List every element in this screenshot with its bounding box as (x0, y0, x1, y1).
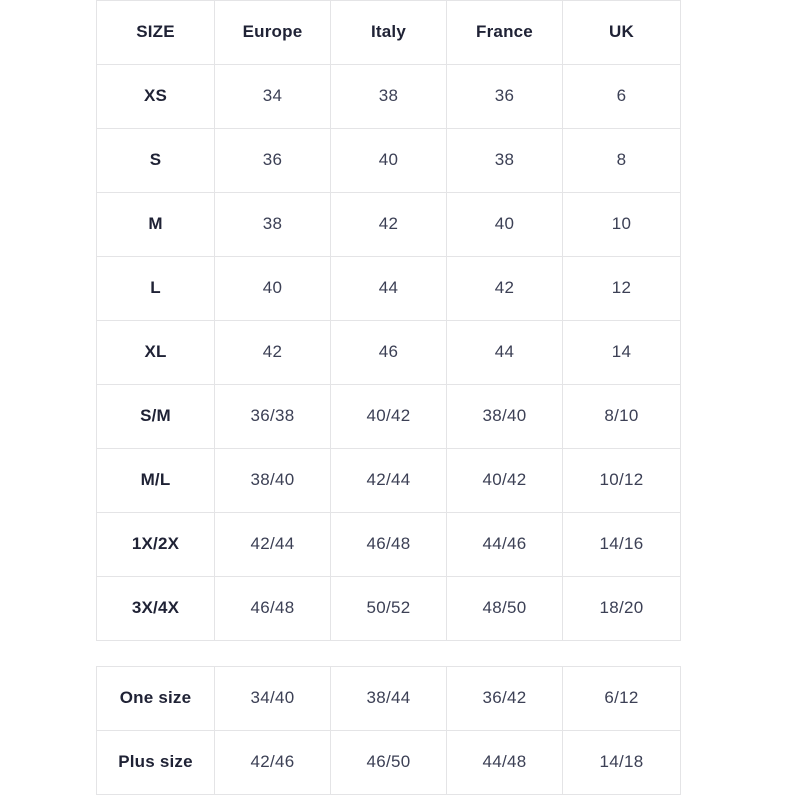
row-label-s-m: S/M (96, 384, 215, 449)
cell-france: 48/50 (446, 576, 563, 641)
cell-europe: 36 (214, 128, 331, 193)
cell-italy: 44 (330, 256, 447, 321)
cell-france: 44 (446, 320, 563, 385)
column-header-italy: Italy (330, 0, 447, 65)
cell-uk: 18/20 (562, 576, 681, 641)
cell-europe: 34 (214, 64, 331, 129)
table-row: 1X/2X 42/44 46/48 44/46 14/16 (96, 512, 681, 577)
cell-uk: 14/18 (562, 730, 681, 795)
cell-europe: 40 (214, 256, 331, 321)
cell-france: 40/42 (446, 448, 563, 513)
table-row: One size 34/40 38/44 36/42 6/12 (96, 666, 681, 731)
cell-europe: 34/40 (214, 666, 331, 731)
table-row: M/L 38/40 42/44 40/42 10/12 (96, 448, 681, 513)
cell-europe: 42/46 (214, 730, 331, 795)
cell-italy: 50/52 (330, 576, 447, 641)
row-label-xl: XL (96, 320, 215, 385)
table-row: S 36 40 38 8 (96, 128, 681, 193)
row-label-1x-2x: 1X/2X (96, 512, 215, 577)
cell-europe: 42 (214, 320, 331, 385)
row-label-xs: XS (96, 64, 215, 129)
cell-italy: 40/42 (330, 384, 447, 449)
column-header-uk: UK (562, 0, 681, 65)
cell-uk: 6 (562, 64, 681, 129)
cell-europe: 46/48 (214, 576, 331, 641)
cell-france: 42 (446, 256, 563, 321)
table-row: 3X/4X 46/48 50/52 48/50 18/20 (96, 576, 681, 641)
row-label-plus-size: Plus size (96, 730, 215, 795)
table-body: One size 34/40 38/44 36/42 6/12 Plus siz… (96, 666, 681, 795)
cell-uk: 10/12 (562, 448, 681, 513)
cell-italy: 42/44 (330, 448, 447, 513)
cell-uk: 8 (562, 128, 681, 193)
table-row: L 40 44 42 12 (96, 256, 681, 321)
row-label-one-size: One size (96, 666, 215, 731)
table-header: SIZE Europe Italy France UK (96, 0, 681, 65)
cell-uk: 14 (562, 320, 681, 385)
row-label-s: S (96, 128, 215, 193)
cell-italy: 46/50 (330, 730, 447, 795)
column-header-size: SIZE (96, 0, 215, 65)
header-row: SIZE Europe Italy France UK (96, 0, 681, 65)
cell-europe: 42/44 (214, 512, 331, 577)
cell-uk: 8/10 (562, 384, 681, 449)
column-header-europe: Europe (214, 0, 331, 65)
table-row: Plus size 42/46 46/50 44/48 14/18 (96, 730, 681, 795)
cell-france: 44/48 (446, 730, 563, 795)
table-row: XL 42 46 44 14 (96, 320, 681, 385)
table-row: S/M 36/38 40/42 38/40 8/10 (96, 384, 681, 449)
cell-uk: 14/16 (562, 512, 681, 577)
secondary-size-conversion-table: One size 34/40 38/44 36/42 6/12 Plus siz… (96, 666, 681, 795)
cell-uk: 10 (562, 192, 681, 257)
cell-france: 38 (446, 128, 563, 193)
row-label-l: L (96, 256, 215, 321)
row-label-m-l: M/L (96, 448, 215, 513)
cell-italy: 46 (330, 320, 447, 385)
cell-france: 36 (446, 64, 563, 129)
cell-france: 40 (446, 192, 563, 257)
cell-italy: 46/48 (330, 512, 447, 577)
cell-italy: 42 (330, 192, 447, 257)
table-row: M 38 42 40 10 (96, 192, 681, 257)
cell-italy: 40 (330, 128, 447, 193)
cell-france: 36/42 (446, 666, 563, 731)
table-body: XS 34 38 36 6 S 36 40 38 8 M 38 42 40 10 (96, 64, 681, 641)
primary-size-conversion-table: SIZE Europe Italy France UK XS 34 38 36 … (96, 0, 681, 641)
cell-italy: 38 (330, 64, 447, 129)
table-row: XS 34 38 36 6 (96, 64, 681, 129)
cell-europe: 38/40 (214, 448, 331, 513)
cell-europe: 36/38 (214, 384, 331, 449)
cell-uk: 6/12 (562, 666, 681, 731)
cell-europe: 38 (214, 192, 331, 257)
column-header-france: France (446, 0, 563, 65)
row-label-m: M (96, 192, 215, 257)
cell-france: 44/46 (446, 512, 563, 577)
cell-france: 38/40 (446, 384, 563, 449)
cell-italy: 38/44 (330, 666, 447, 731)
cell-uk: 12 (562, 256, 681, 321)
row-label-3x-4x: 3X/4X (96, 576, 215, 641)
